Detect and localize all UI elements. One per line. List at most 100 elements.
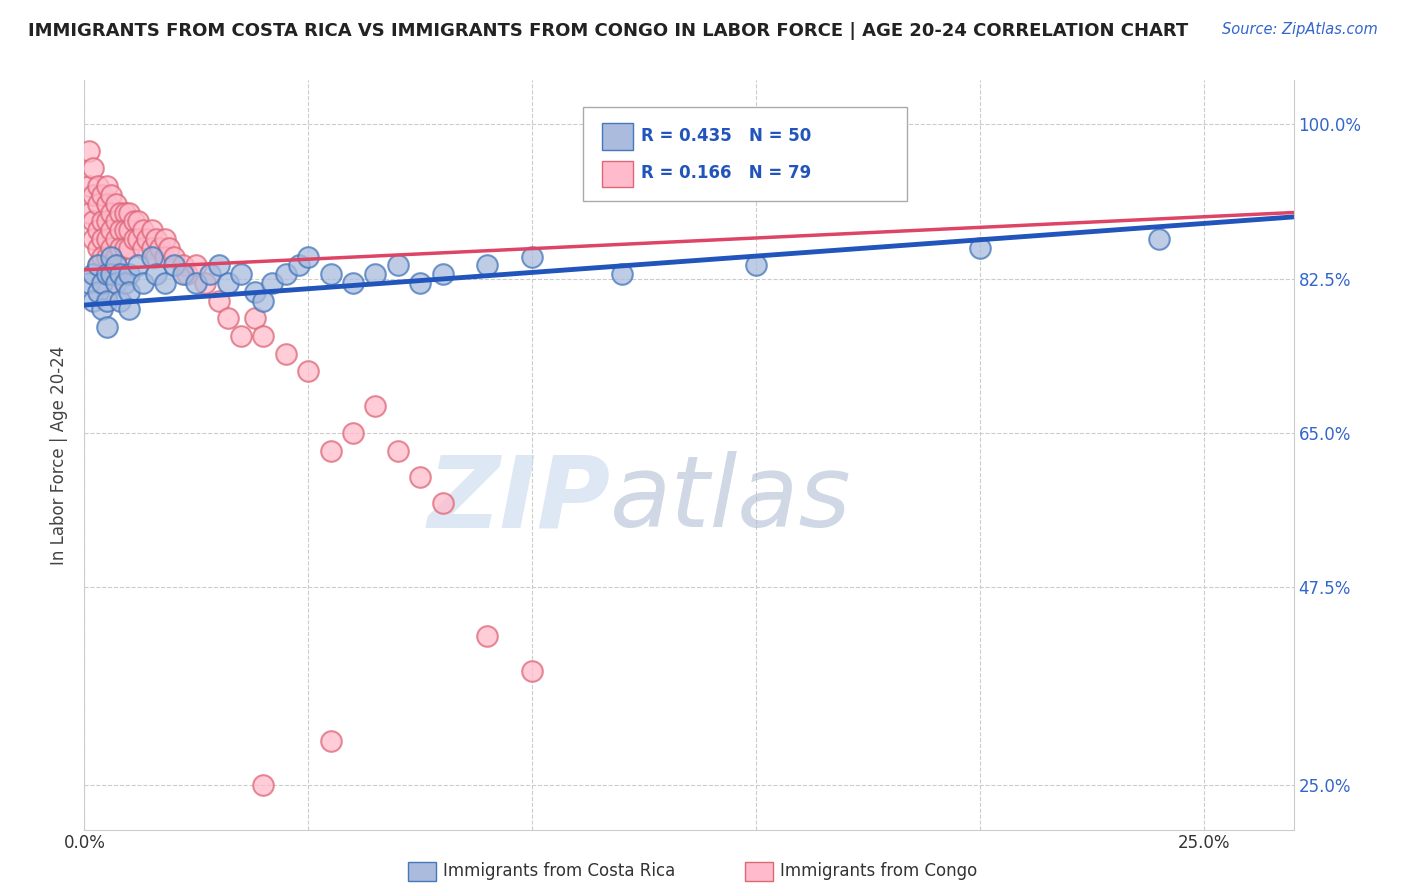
Point (131, 276, 153, 290)
Point (77, 179, 100, 194)
Point (96, 285, 118, 299)
Point (104, 196, 127, 211)
Text: ZIP: ZIP (427, 451, 610, 549)
Point (198, 267, 221, 281)
Point (186, 259, 208, 273)
Point (159, 241, 181, 255)
Point (153, 276, 176, 290)
Point (82, 161, 104, 176)
Point (108, 293, 131, 308)
Point (100, 259, 122, 273)
Point (118, 223, 141, 237)
Point (1147, 232, 1170, 246)
Point (208, 293, 231, 308)
Point (319, 267, 342, 281)
Point (118, 267, 141, 281)
Point (87, 223, 110, 237)
Point (274, 267, 297, 281)
Point (100, 205, 122, 219)
Text: R = 0.435   N = 50: R = 0.435 N = 50 (641, 127, 811, 145)
Point (114, 223, 136, 237)
Point (104, 232, 127, 246)
Point (172, 267, 194, 281)
Point (319, 734, 342, 748)
Text: Immigrants from Congo: Immigrants from Congo (780, 863, 977, 880)
Text: Immigrants from Costa Rica: Immigrants from Costa Rica (443, 863, 675, 880)
Point (409, 276, 432, 290)
Point (288, 259, 311, 273)
Point (82, 232, 104, 246)
Point (141, 241, 163, 255)
Point (745, 259, 768, 273)
Point (96, 196, 118, 211)
Point (118, 205, 141, 219)
Text: IMMIGRANTS FROM COSTA RICA VS IMMIGRANTS FROM CONGO IN LABOR FORCE | AGE 20-24 C: IMMIGRANTS FROM COSTA RICA VS IMMIGRANTS… (28, 22, 1188, 40)
Point (217, 276, 239, 290)
Point (96, 267, 118, 281)
Point (432, 267, 454, 281)
Point (104, 276, 127, 290)
Point (409, 470, 432, 484)
Point (100, 250, 122, 264)
Point (186, 276, 208, 290)
Point (297, 364, 319, 378)
Point (176, 267, 198, 281)
Point (104, 250, 127, 264)
Point (100, 241, 122, 255)
Point (104, 267, 127, 281)
Point (274, 346, 297, 360)
Point (387, 443, 409, 458)
Point (208, 259, 231, 273)
Point (91, 302, 114, 317)
Point (153, 250, 176, 264)
Point (297, 250, 319, 264)
Point (77, 276, 100, 290)
Point (163, 250, 186, 264)
Point (91, 276, 114, 290)
Point (91, 232, 114, 246)
Point (163, 259, 186, 273)
Point (252, 779, 274, 793)
Point (131, 223, 153, 237)
Point (96, 250, 118, 264)
Point (108, 267, 131, 281)
Point (118, 241, 141, 255)
Point (342, 425, 364, 440)
Point (127, 259, 149, 273)
Point (118, 302, 141, 317)
Point (141, 250, 163, 264)
Point (252, 293, 274, 308)
Point (364, 400, 387, 414)
Point (82, 293, 104, 308)
Point (108, 223, 131, 237)
Point (127, 214, 149, 228)
Point (217, 311, 239, 326)
Point (122, 232, 145, 246)
Point (194, 276, 217, 290)
Point (114, 276, 136, 290)
Text: atlas: atlas (610, 451, 852, 549)
Point (969, 241, 991, 255)
Point (364, 267, 387, 281)
Point (118, 285, 141, 299)
Point (96, 214, 118, 228)
Point (522, 664, 544, 678)
Point (96, 293, 118, 308)
Point (104, 259, 127, 273)
Point (243, 311, 266, 326)
Point (96, 320, 118, 334)
Point (522, 250, 544, 264)
Point (96, 232, 118, 246)
Point (145, 232, 167, 246)
Point (87, 196, 110, 211)
Point (96, 267, 118, 281)
Point (100, 223, 122, 237)
Point (122, 214, 145, 228)
Point (319, 443, 342, 458)
Point (229, 267, 252, 281)
Point (387, 259, 409, 273)
Point (108, 241, 131, 255)
Point (87, 241, 110, 255)
Point (82, 214, 104, 228)
Point (145, 250, 167, 264)
